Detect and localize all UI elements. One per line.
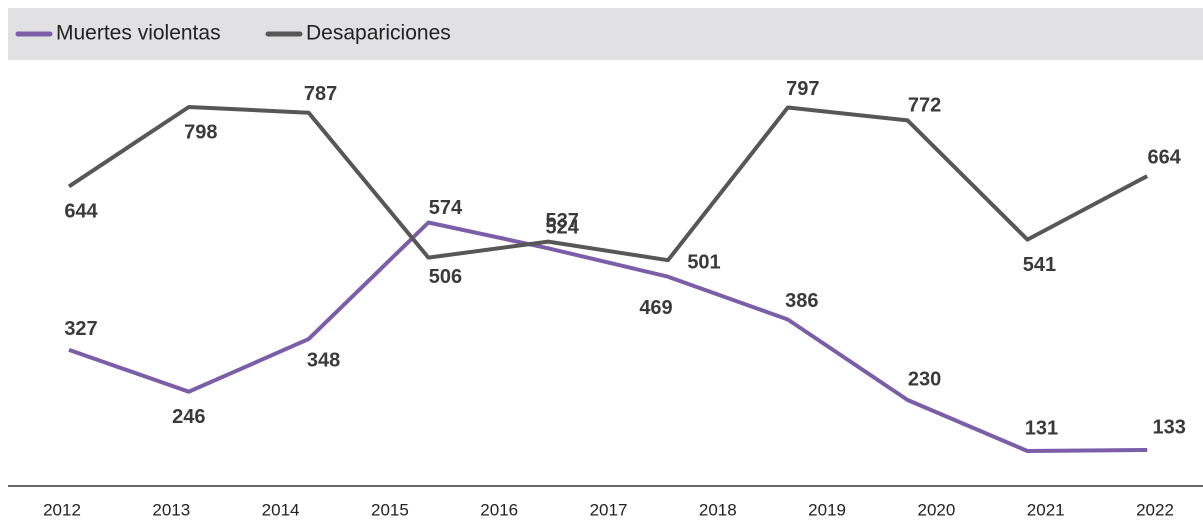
data-label: 798: [184, 121, 217, 143]
data-label: 131: [1025, 417, 1058, 439]
x-tick-label: 2020: [917, 500, 955, 519]
x-tick-label: 2018: [699, 500, 737, 519]
x-tick-label: 2021: [1027, 500, 1065, 519]
legend-label: Muertes violentas: [56, 22, 221, 45]
data-label: 787: [304, 83, 337, 105]
data-label: 797: [786, 78, 819, 100]
line-series: [68, 220, 1148, 453]
data-label: 246: [172, 406, 205, 428]
legend-label: Desapariciones: [306, 22, 451, 45]
data-label: 469: [639, 297, 672, 319]
x-tick-label: 2013: [152, 500, 190, 519]
data-label: 348: [307, 349, 340, 371]
data-label: 644: [64, 201, 98, 223]
x-tick-label: 2017: [590, 500, 628, 519]
legend-background: [8, 8, 1203, 60]
x-tick-label: 2019: [808, 500, 846, 519]
data-label: 386: [785, 290, 818, 312]
x-tick-label: 2016: [480, 500, 518, 519]
data-label: 327: [64, 318, 97, 340]
x-tick-label: 2012: [43, 500, 81, 519]
data-label: 501: [687, 251, 720, 273]
data-label: 664: [1148, 146, 1182, 168]
data-label: 524: [546, 217, 580, 239]
data-label: 133: [1153, 416, 1186, 438]
data-label: 541: [1023, 254, 1056, 276]
data-label: 230: [908, 368, 941, 390]
x-tick-label: 2014: [262, 500, 300, 519]
data-label: 506: [429, 266, 462, 288]
data-label: 574: [429, 197, 463, 219]
x-tick-label: 2015: [371, 500, 409, 519]
data-label: 537: [546, 210, 579, 232]
data-label: 772: [908, 95, 941, 117]
x-tick-label: 2022: [1136, 500, 1174, 519]
line-series: [67, 105, 1149, 263]
